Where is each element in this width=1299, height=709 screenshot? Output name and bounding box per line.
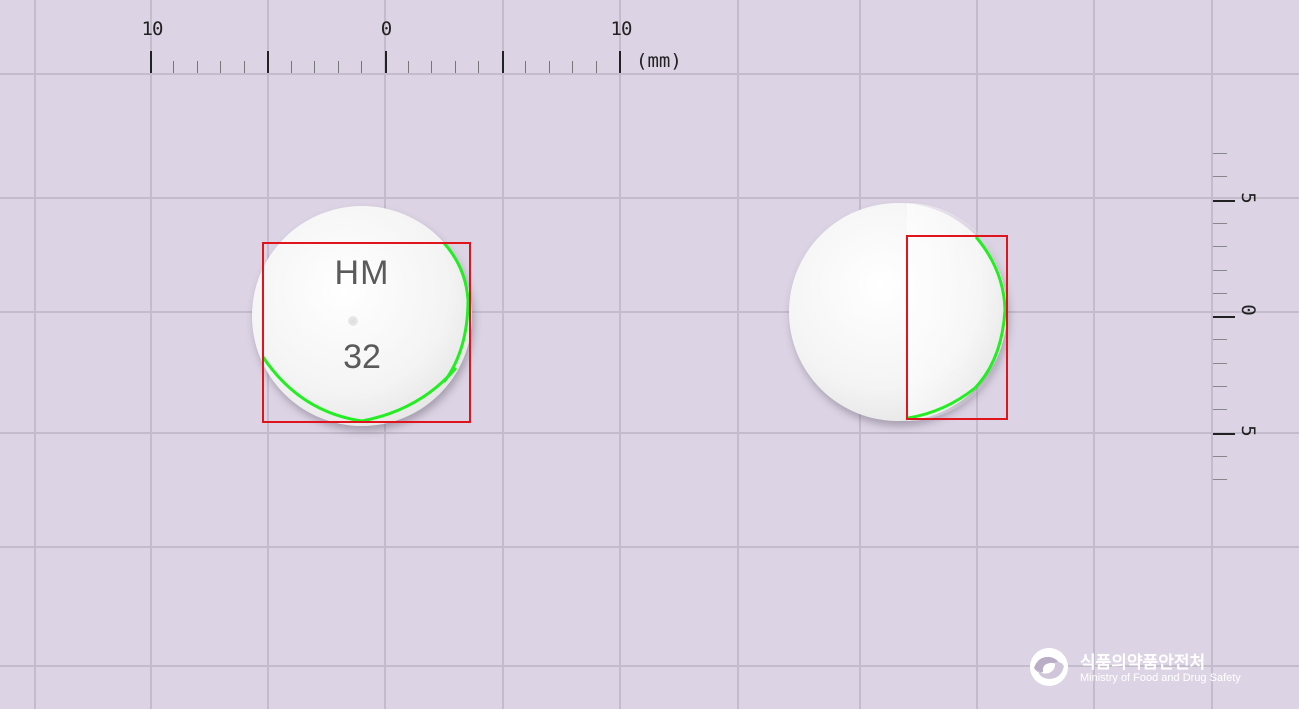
ruler-tick xyxy=(267,51,269,73)
ruler-tick xyxy=(197,61,198,73)
back-bounding-box xyxy=(906,235,1008,420)
ruler-tick xyxy=(1213,153,1227,154)
grid-line xyxy=(1211,0,1213,709)
ruler-tick xyxy=(291,61,292,73)
ruler-tick xyxy=(619,51,621,73)
ruler-tick xyxy=(1213,316,1235,318)
ruler-tick xyxy=(525,61,526,73)
grid-line xyxy=(502,0,504,709)
ruler-tick xyxy=(173,61,174,73)
ruler-tick xyxy=(478,61,479,73)
mfds-emblem-icon xyxy=(1030,648,1068,686)
grid-line xyxy=(34,0,36,709)
ruler-tick xyxy=(1213,200,1235,202)
mfds-name-english: Ministry of Food and Drug Safety xyxy=(1080,672,1241,684)
ruler-tick xyxy=(502,51,504,73)
grid-line xyxy=(0,665,1299,667)
ruler-label: 10 xyxy=(610,18,633,40)
mfds-name-korean: 식품의약품안전처 xyxy=(1080,653,1206,673)
grid-line xyxy=(0,73,1299,75)
ruler-tick xyxy=(361,61,362,73)
grid-line xyxy=(0,197,1299,199)
front-contour-right xyxy=(442,242,470,383)
ruler-label: 0 xyxy=(380,18,392,40)
back-contour-right xyxy=(973,236,1007,390)
ruler-tick xyxy=(549,61,550,73)
ruler-tick xyxy=(1213,223,1227,224)
ruler-tick xyxy=(1213,386,1227,387)
ruler-tick xyxy=(455,61,456,73)
ruler-tick xyxy=(1213,409,1227,410)
ruler-tick xyxy=(314,61,315,73)
ruler-tick xyxy=(572,61,573,73)
ruler-tick xyxy=(150,51,152,73)
grid-line xyxy=(150,0,152,709)
front-contour-bottom xyxy=(261,356,458,423)
back-contour-bottom xyxy=(907,386,976,420)
ruler-tick xyxy=(431,61,432,73)
ruler-tick xyxy=(1213,246,1227,247)
grid-line xyxy=(0,546,1299,548)
ruler-tick xyxy=(1213,433,1235,435)
ruler-tick xyxy=(1213,456,1227,457)
ruler-tick xyxy=(1213,270,1227,271)
grid-line xyxy=(619,0,621,709)
grid-line xyxy=(0,432,1299,434)
pill-back-image xyxy=(789,203,1007,421)
ruler-tick xyxy=(408,61,409,73)
pill-score-dot xyxy=(348,316,358,326)
ruler-tick xyxy=(1213,339,1227,340)
grid-line xyxy=(1093,0,1095,709)
ruler-tick xyxy=(220,61,221,73)
grid-line xyxy=(0,311,1299,313)
ruler-tick xyxy=(596,61,597,73)
ruler-tick xyxy=(385,51,387,73)
pill-imprint-line2: 32 xyxy=(343,338,381,376)
ruler-tick xyxy=(1213,479,1227,480)
mfds-logo: 식품의약품안전처 Ministry of Food and Drug Safet… xyxy=(1030,646,1270,696)
ruler-tick xyxy=(1213,293,1227,294)
ruler-unit-label: (mm) xyxy=(636,50,682,72)
ruler-label: 10 xyxy=(141,18,164,40)
pill-imprint-line1: HM xyxy=(334,254,390,292)
ruler-tick xyxy=(244,61,245,73)
grid-line xyxy=(737,0,739,709)
ruler-tick xyxy=(1213,363,1227,364)
ruler-tick xyxy=(1213,176,1227,177)
front-bounding-box xyxy=(262,242,471,423)
ruler-tick xyxy=(338,61,339,73)
